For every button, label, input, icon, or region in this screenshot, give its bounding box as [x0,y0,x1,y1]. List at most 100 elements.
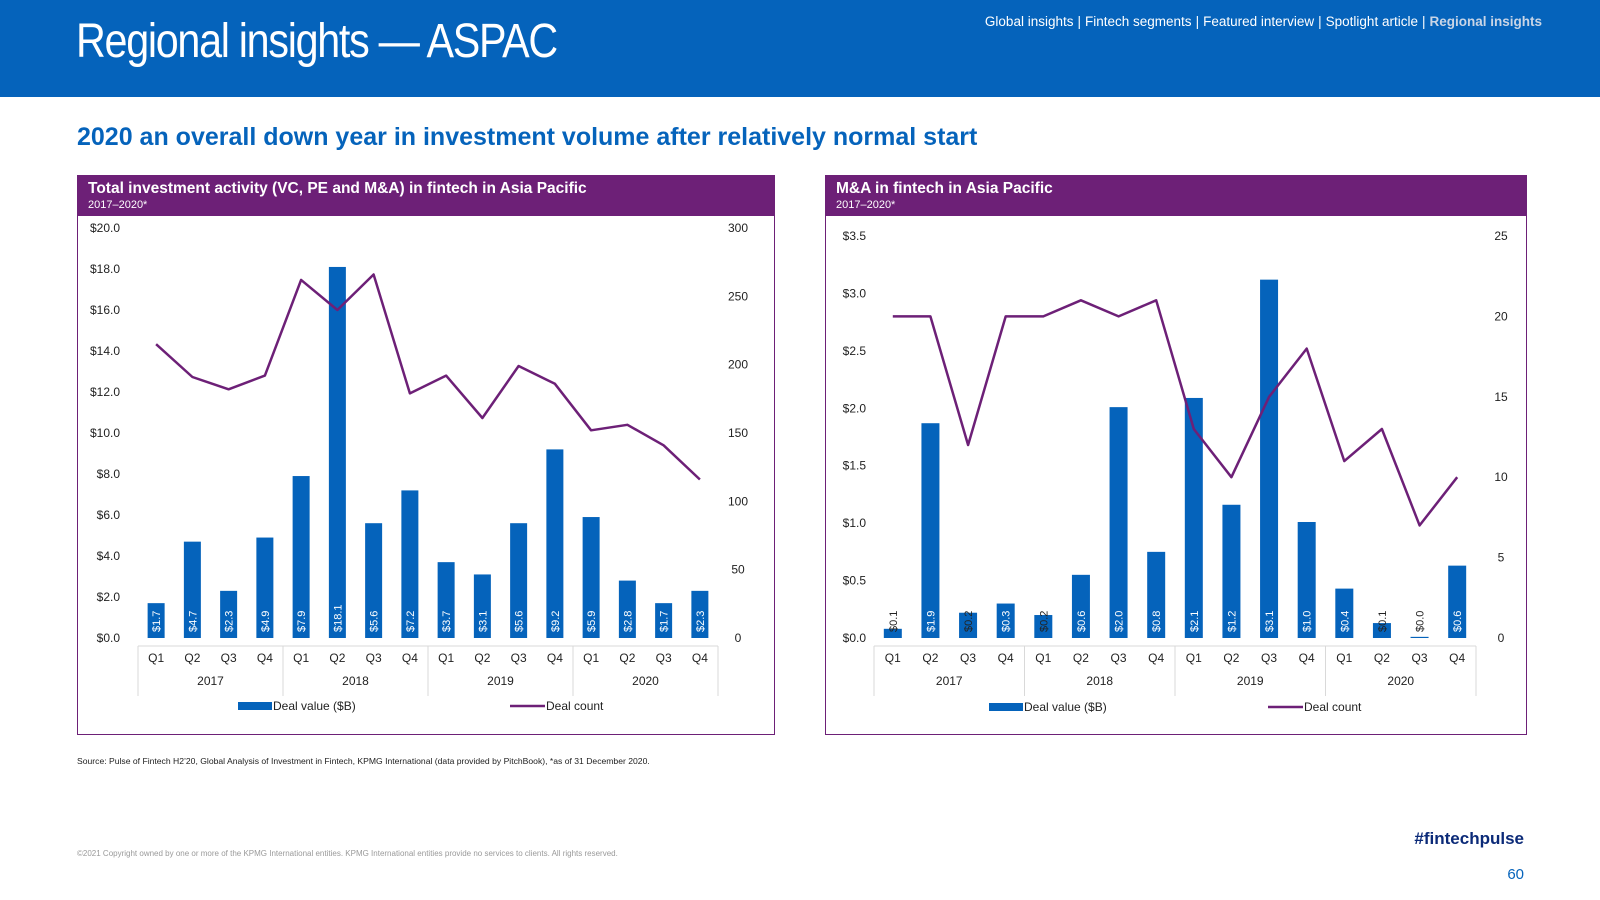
section-headline: 2020 an overall down year in investment … [77,123,978,151]
bar-deal-value [1034,615,1053,638]
source-note: Source: Pulse of Fintech H2’20, Global A… [77,756,650,766]
bar-deal-value [883,628,902,638]
y-right-tick-label: 10 [1494,470,1508,484]
bar-data-label: $0.2 [1038,611,1050,632]
x-quarter-label: Q4 [692,651,708,665]
bar-data-label: $5.9 [586,611,598,632]
x-quarter-label: Q2 [1223,651,1239,665]
bar-deal-value [328,266,346,638]
nav-featured-interview[interactable]: Featured interview [1203,14,1315,29]
bar-deal-value [183,541,201,638]
y-left-tick-label: $18.0 [90,262,120,276]
bar-data-label: $7.9 [296,611,308,632]
chart-header: Total investment activity (VC, PE and M&… [78,176,774,216]
total-investment-chart: $0.0 $2.0 $4.0 $6.0 $8.0 $10.0 $12.0 $14.0 $16.0… [90,221,748,713]
bar-deal-value [1071,574,1090,638]
bar-data-label: $5.6 [514,611,526,632]
x-quarter-label: Q2 [329,651,345,665]
bar-deal-value [582,517,600,638]
y-right-tick-label: 5 [1498,551,1505,565]
chart-title: Total investment activity (VC, PE and M&… [88,180,587,197]
x-year-label: 2018 [1086,674,1113,688]
top-navigation: Global insights | Fintech segments | Feature… [985,14,1542,29]
nav-separator: | [1421,14,1426,29]
y-right-tick-label: 15 [1494,390,1508,404]
bar-data-label: $1.0 [1302,611,1314,632]
legend-label-deal-count: Deal count [546,699,604,713]
y-right-tick-label: 20 [1494,309,1508,323]
bar-data-label: $0.2 [963,611,975,632]
line-deal-count [892,299,1459,527]
bar-data-label: $5.6 [369,611,381,632]
nav-fintech-segments[interactable]: Fintech segments [1085,14,1192,29]
x-quarter-label: Q1 [1336,651,1352,665]
bar-data-label: $0.1 [1377,611,1389,632]
bar-deal-value [996,603,1015,638]
x-year-label: 2019 [487,674,514,688]
x-quarter-label: Q3 [1412,651,1428,665]
bar-deal-value [437,562,455,638]
bar-data-label: $1.9 [925,611,937,632]
bar-deal-value [292,476,310,638]
nav-regional-insights[interactable]: Regional insights [1429,14,1542,29]
x-quarter-label: Q2 [1374,651,1390,665]
mna-chart: $0.0 $0.5 $1.0 $1.5 $2.0 $2.5 $3.0 $3.5 0 5 10 15 20… [843,229,1508,714]
nav-separator: | [1077,14,1081,29]
nav-spotlight-article[interactable]: Spotlight article [1325,14,1418,29]
x-quarter-label: Q1 [583,651,599,665]
bar-deal-value [473,574,491,638]
y-left-tick-label: $12.0 [90,385,120,399]
y-left-tick-label: $0.0 [843,631,867,645]
y-left-tick-label: $0.0 [97,631,121,645]
bar-deal-value [1222,504,1241,638]
bar-deal-value [256,537,274,638]
bar-deal-value [546,449,564,638]
bar-data-label: $3.1 [477,611,489,632]
y-right-tick-label: 200 [728,358,748,372]
y-left-tick-label: $2.5 [843,344,867,358]
line-deal-count [155,273,701,481]
bar-deal-value [1372,623,1391,638]
x-quarter-label: Q1 [1186,651,1202,665]
y-left-tick-label: $1.5 [843,459,867,473]
bar-data-label: $0.0 [1415,611,1427,632]
bar-deal-value [365,523,383,638]
bar-data-label: $3.1 [1264,611,1276,632]
bar-data-label: $0.6 [1076,611,1088,632]
copyright-text: ©2021 Copyright owned by one or more of … [77,849,618,858]
bar-deal-value [921,423,940,638]
y-left-tick-label: $16.0 [90,303,120,317]
x-quarter-label: Q4 [1299,651,1315,665]
y-right-tick-label: 25 [1494,229,1508,243]
bar-data-label: $0.6 [1452,611,1464,632]
legend-label-deal-count: Deal count [1304,700,1362,714]
x-year-label: 2017 [936,674,963,688]
x-quarter-label: Q3 [511,651,527,665]
y-left-tick-label: $20.0 [90,221,120,235]
y-left-tick-label: $6.0 [97,508,121,522]
y-left-tick-label: $2.0 [843,401,867,415]
x-year-label: 2020 [1387,674,1414,688]
chart-panel-mna: M&A in fintech in Asia Pacific 2017–2020… [825,175,1527,735]
x-quarter-label: Q2 [184,651,200,665]
bar-data-label: $4.7 [187,611,199,632]
bar-deal-value [959,612,978,638]
bar-data-label: $1.2 [1226,611,1238,632]
bar-deal-value [1448,565,1467,638]
hashtag-link[interactable]: #fintechpulse [1414,829,1524,848]
nav-global-insights[interactable]: Global insights [984,14,1074,29]
x-quarter-label: Q1 [148,651,164,665]
y-left-tick-label: $0.5 [843,574,867,588]
x-quarter-label: Q3 [1111,651,1127,665]
x-year-label: 2017 [197,674,224,688]
bar-data-label: $3.7 [441,611,453,632]
bar-data-label: $18.1 [332,604,344,632]
bar-deal-value [401,490,419,638]
bar-data-label: $2.8 [622,611,634,632]
legend-label-deal-value: Deal value ($B) [273,699,356,713]
x-quarter-label: Q2 [474,651,490,665]
bar-data-label: $2.3 [224,611,236,632]
bar-data-label: $2.0 [1114,611,1126,632]
x-quarter-label: Q1 [1035,651,1051,665]
bar-deal-value [1109,407,1128,638]
